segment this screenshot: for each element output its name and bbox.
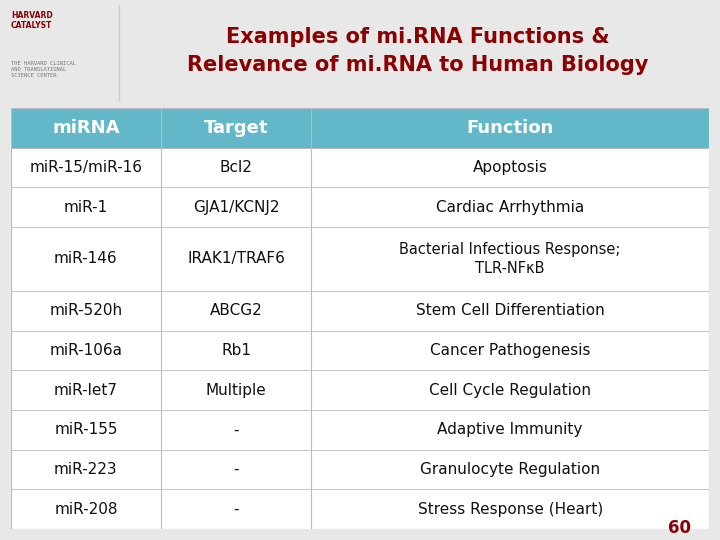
Text: Multiple: Multiple [206,383,266,397]
Text: Function: Function [467,119,554,137]
Bar [11,450,709,489]
Text: IRAK1/TRAF6: IRAK1/TRAF6 [187,252,285,267]
Text: Adaptive Immunity: Adaptive Immunity [438,422,583,437]
Text: HARVARD
CATALYST: HARVARD CATALYST [11,10,53,30]
Text: Cell Cycle Regulation: Cell Cycle Regulation [429,383,591,397]
Bar [11,489,709,529]
Text: 60: 60 [668,519,691,537]
Text: Stress Response (Heart): Stress Response (Heart) [418,502,603,517]
Text: -: - [233,502,239,517]
Text: Stem Cell Differentiation: Stem Cell Differentiation [415,303,605,318]
Text: ABCG2: ABCG2 [210,303,262,318]
Text: miR-1: miR-1 [64,200,108,215]
Text: Target: Target [204,119,269,137]
Text: miR-106a: miR-106a [50,343,122,358]
Text: miR-208: miR-208 [54,502,117,517]
Bar [11,410,709,450]
Bar [11,227,709,291]
Bar [11,187,709,227]
Text: Cancer Pathogenesis: Cancer Pathogenesis [430,343,590,358]
Text: Bcl2: Bcl2 [220,160,253,175]
Text: miR-223: miR-223 [54,462,117,477]
Text: miR-155: miR-155 [54,422,117,437]
Text: Examples of mi.RNA Functions &
Relevance of mi.RNA to Human Biology: Examples of mi.RNA Functions & Relevance… [187,26,648,75]
Text: miR-520h: miR-520h [49,303,122,318]
Text: Bacterial Infectious Response;
TLR-NFκB: Bacterial Infectious Response; TLR-NFκB [400,242,621,276]
Bar [11,291,709,330]
Text: -: - [233,422,239,437]
Text: THE HARVARD CLINICAL
AND TRANSLATIONAL
SCIENCE CENTER: THE HARVARD CLINICAL AND TRANSLATIONAL S… [11,61,76,78]
Text: miR-15/miR-16: miR-15/miR-16 [30,160,143,175]
Text: miR-let7: miR-let7 [54,383,118,397]
Bar [11,148,709,187]
Text: Cardiac Arrhythmia: Cardiac Arrhythmia [436,200,585,215]
Bar [11,330,709,370]
Bar [11,370,709,410]
Text: Rb1: Rb1 [221,343,251,358]
Text: miR-146: miR-146 [54,252,117,267]
Text: miRNA: miRNA [52,119,120,137]
Text: Apoptosis: Apoptosis [473,160,548,175]
Bar [11,108,709,148]
Text: GJA1/KCNJ2: GJA1/KCNJ2 [193,200,279,215]
Text: Granulocyte Regulation: Granulocyte Regulation [420,462,600,477]
Text: -: - [233,462,239,477]
